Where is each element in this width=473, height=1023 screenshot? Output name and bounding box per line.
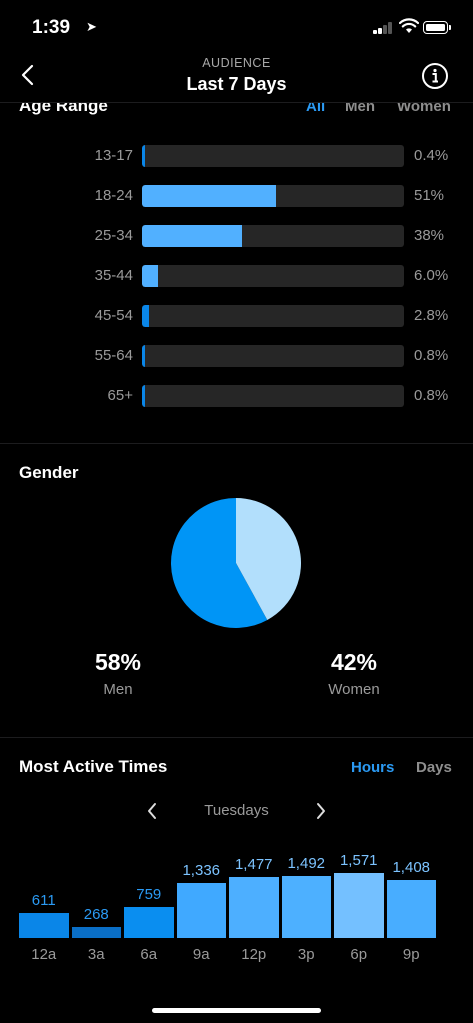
hour-axis-label: 6p bbox=[350, 946, 368, 963]
section-divider bbox=[0, 443, 473, 444]
hour-axis-label: 3p bbox=[297, 946, 315, 963]
status-bar: 1:39 ➤ bbox=[0, 0, 473, 50]
age-range-bar-track bbox=[142, 345, 404, 367]
age-range-row: 55-64 0.8% bbox=[0, 345, 473, 367]
age-range-value: 51% bbox=[414, 187, 445, 204]
hour-value-label: 611 bbox=[31, 891, 56, 909]
tab-hours[interactable]: Hours bbox=[351, 759, 395, 776]
hour-bar bbox=[176, 882, 226, 938]
hour-bar bbox=[124, 906, 174, 938]
age-range-label: 18-24 bbox=[94, 187, 133, 204]
age-range-row: 13-17 0.4% bbox=[0, 145, 473, 167]
age-range-row: 65+ 0.8% bbox=[0, 385, 473, 407]
age-range-bar-track bbox=[142, 385, 404, 407]
gender-men-percent: 58% bbox=[94, 649, 142, 675]
age-range-row: 25-34 38% bbox=[0, 225, 473, 247]
hour-axis-label: 3a bbox=[87, 946, 105, 963]
tab-days[interactable]: Days bbox=[416, 759, 452, 776]
hour-bar bbox=[386, 879, 436, 938]
hour-value-label: 268 bbox=[83, 905, 109, 923]
hour-bar bbox=[229, 876, 279, 938]
status-time: 1:39 bbox=[32, 17, 71, 38]
nav-subtitle: AUDIENCE bbox=[202, 56, 271, 70]
age-range-bar bbox=[142, 225, 242, 247]
age-range-bar bbox=[142, 145, 145, 167]
age-range-bar bbox=[142, 185, 276, 207]
age-range-bar-track bbox=[142, 265, 404, 287]
nav-header: AUDIENCE Last 7 Days bbox=[0, 50, 473, 103]
hour-axis-label: 6a bbox=[140, 946, 158, 963]
gender-title: Gender bbox=[19, 463, 79, 482]
age-range-bar-track bbox=[142, 145, 404, 167]
back-chevron-icon[interactable] bbox=[14, 60, 44, 90]
home-indicator[interactable] bbox=[152, 1008, 321, 1013]
cellular-signal-icon bbox=[373, 22, 395, 34]
age-range-label: 65+ bbox=[107, 387, 133, 404]
hour-value-label: 1,408 bbox=[392, 858, 431, 876]
age-range-label: 13-17 bbox=[94, 147, 133, 164]
age-range-value: 2.8% bbox=[414, 307, 449, 324]
gender-women-label: Women bbox=[328, 681, 380, 698]
hour-axis-label: 9p bbox=[402, 946, 420, 963]
page-title: Last 7 Days bbox=[186, 74, 287, 94]
hour-value-label: 1,492 bbox=[287, 855, 326, 873]
hour-value-label: 1,571 bbox=[339, 852, 378, 869]
age-range-label: 25-34 bbox=[94, 227, 133, 244]
most-active-title: Most Active Times bbox=[19, 757, 168, 776]
age-range-value: 38% bbox=[414, 227, 445, 244]
age-range-label: 45-54 bbox=[94, 307, 133, 324]
age-range-bar bbox=[142, 265, 158, 287]
age-range-row: 18-24 51% bbox=[0, 185, 473, 207]
gender-women-percent: 42% bbox=[330, 649, 378, 675]
age-range-bar-track bbox=[142, 225, 404, 247]
gender-men-label: Men bbox=[103, 681, 133, 698]
location-arrow-icon: ➤ bbox=[86, 19, 97, 34]
hour-axis-label: 12a bbox=[31, 946, 57, 963]
hour-bar bbox=[281, 876, 331, 938]
wifi-icon bbox=[399, 18, 419, 33]
hour-bar bbox=[334, 873, 384, 938]
age-range-value: 0.8% bbox=[414, 347, 449, 364]
next-day-chevron-icon[interactable] bbox=[313, 800, 329, 822]
age-range-label: 35-44 bbox=[94, 267, 133, 284]
gender-pie-chart bbox=[171, 498, 301, 628]
hour-value-label: 1,477 bbox=[234, 855, 273, 873]
hour-bar bbox=[19, 912, 69, 938]
age-range-bar-track bbox=[142, 185, 404, 207]
hour-bar bbox=[71, 926, 121, 938]
age-range-value: 0.8% bbox=[414, 387, 449, 404]
previous-day-chevron-icon[interactable] bbox=[144, 800, 160, 822]
age-range-row: 45-54 2.8% bbox=[0, 305, 473, 327]
hour-value-label: 1,336 bbox=[182, 861, 221, 879]
age-range-bar bbox=[142, 385, 145, 407]
info-icon[interactable] bbox=[421, 62, 449, 90]
age-range-bar bbox=[142, 305, 150, 327]
age-range-bar bbox=[142, 345, 145, 367]
age-range-label: 55-64 bbox=[94, 347, 133, 364]
pie-slice-men bbox=[171, 498, 268, 628]
age-range-value: 6.0% bbox=[414, 267, 449, 284]
section-divider bbox=[0, 737, 473, 738]
hour-value-label: 759 bbox=[136, 885, 162, 903]
day-selector: Tuesdays bbox=[0, 798, 473, 824]
age-range-bar-track bbox=[142, 305, 404, 327]
battery-icon bbox=[423, 21, 451, 34]
day-label: Tuesdays bbox=[204, 802, 269, 819]
age-range-value: 0.4% bbox=[414, 147, 449, 164]
hour-axis-label: 12p bbox=[241, 946, 267, 963]
pie-slice-women bbox=[236, 498, 301, 620]
hour-axis-label: 9a bbox=[192, 946, 210, 963]
age-range-row: 35-44 6.0% bbox=[0, 265, 473, 287]
